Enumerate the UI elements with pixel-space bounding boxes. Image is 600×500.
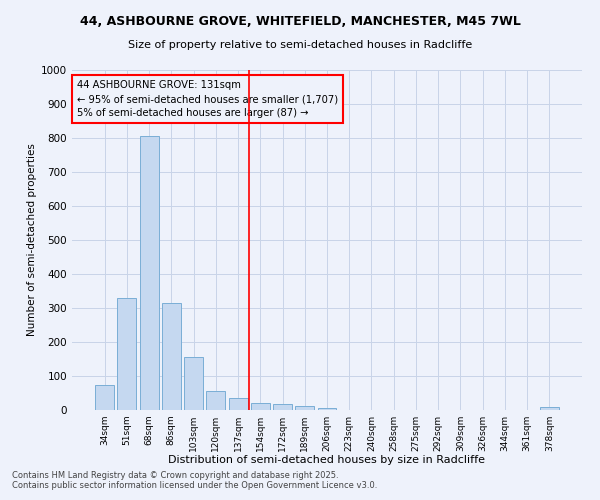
X-axis label: Distribution of semi-detached houses by size in Radcliffe: Distribution of semi-detached houses by …: [169, 456, 485, 466]
Bar: [317, 408, 337, 410]
Bar: [229, 398, 248, 410]
Bar: [206, 390, 225, 410]
Text: 44 ASHBOURNE GROVE: 131sqm
← 95% of semi-detached houses are smaller (1,707)
5% : 44 ASHBOURNE GROVE: 131sqm ← 95% of semi…: [77, 80, 338, 118]
Bar: [273, 404, 292, 410]
Text: 44, ASHBOURNE GROVE, WHITEFIELD, MANCHESTER, M45 7WL: 44, ASHBOURNE GROVE, WHITEFIELD, MANCHES…: [80, 15, 520, 28]
Bar: [295, 406, 314, 410]
Bar: [162, 303, 181, 410]
Y-axis label: Number of semi-detached properties: Number of semi-detached properties: [27, 144, 37, 336]
Text: Contains HM Land Registry data © Crown copyright and database right 2025.
Contai: Contains HM Land Registry data © Crown c…: [12, 470, 377, 490]
Bar: [184, 358, 203, 410]
Bar: [118, 298, 136, 410]
Bar: [540, 408, 559, 410]
Bar: [251, 402, 270, 410]
Bar: [140, 136, 158, 410]
Bar: [95, 384, 114, 410]
Text: Size of property relative to semi-detached houses in Radcliffe: Size of property relative to semi-detach…: [128, 40, 472, 50]
